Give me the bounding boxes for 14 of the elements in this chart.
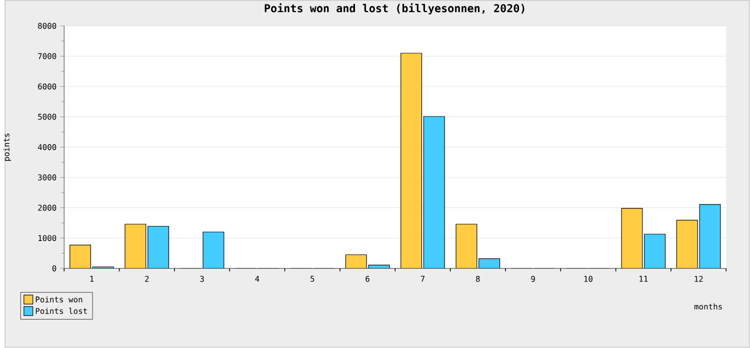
bar (125, 224, 146, 268)
bar (456, 224, 477, 268)
bar (70, 245, 91, 268)
bar (622, 208, 642, 268)
chart-title: Points won and lost (billyesonnen, 2020) (264, 3, 524, 14)
bar (644, 234, 666, 268)
bar (478, 258, 500, 268)
bar (400, 53, 422, 268)
bar (148, 226, 169, 268)
bar (699, 204, 721, 268)
bar (424, 116, 445, 268)
bar (346, 254, 367, 268)
bar (203, 232, 224, 268)
bar (676, 220, 698, 268)
